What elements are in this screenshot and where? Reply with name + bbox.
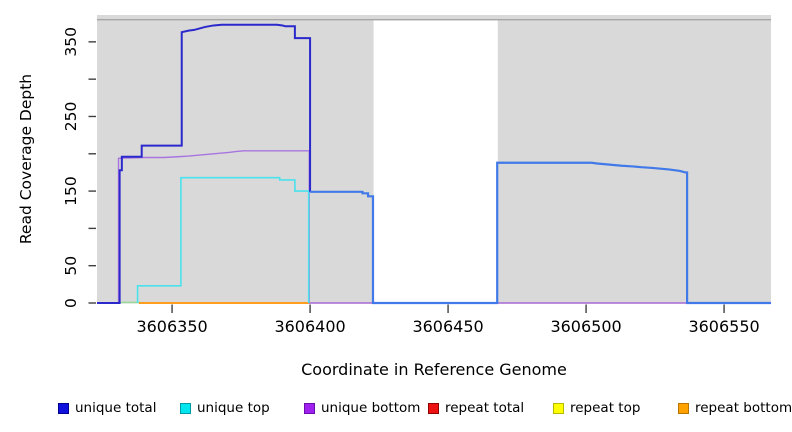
legend-label: unique bottom <box>321 400 421 416</box>
x-tick-label: 3606550 <box>688 317 759 336</box>
legend-label: repeat total <box>445 400 525 416</box>
coverage-gap-region <box>373 20 498 303</box>
legend-label: unique top <box>197 400 270 416</box>
legend-item-repeat-total: repeat total <box>428 400 524 416</box>
x-tick-label: 3606500 <box>550 317 621 336</box>
x-tick-label: 3606350 <box>136 317 207 336</box>
series-unique-top-segment-0 <box>136 176 310 303</box>
series-unique-bottom-segment-0 <box>117 150 771 304</box>
series-unique-total-segment-1 <box>310 161 771 305</box>
repeat-bottom-swatch-icon <box>678 402 689 414</box>
legend-item-repeat-bottom: repeat bottom <box>678 400 792 416</box>
y-tick-label: 250 <box>62 102 80 132</box>
unique-top-swatch-icon <box>180 402 191 414</box>
unique-bottom-swatch-icon <box>304 402 315 414</box>
y-axis-title: Read Coverage Depth <box>17 73 35 245</box>
legend-label: repeat bottom <box>695 400 792 416</box>
legend-label: unique total <box>75 400 157 416</box>
repeat-top-swatch-icon <box>553 402 564 414</box>
x-axis-title: Coordinate in Reference Genome <box>301 360 567 379</box>
y-tick-label: 50 <box>62 256 80 276</box>
legend-item-repeat-top: repeat top <box>553 400 640 416</box>
legend-label: repeat top <box>570 400 641 416</box>
x-tick-label: 3606450 <box>412 317 483 336</box>
legend-item-unique-bottom: unique bottom <box>304 400 420 416</box>
series-unique-total-segment-0 <box>97 23 312 304</box>
repeat-total-swatch-icon <box>428 402 439 414</box>
legend-item-unique-top: unique top <box>180 400 270 416</box>
y-tick-label: 350 <box>62 27 80 57</box>
legend-item-unique-total: unique total <box>58 400 156 416</box>
x-tick-label: 3606400 <box>274 317 345 336</box>
y-tick-label: 0 <box>62 298 80 308</box>
unique-total-swatch-icon <box>58 402 69 414</box>
y-tick-label: 150 <box>62 176 80 206</box>
